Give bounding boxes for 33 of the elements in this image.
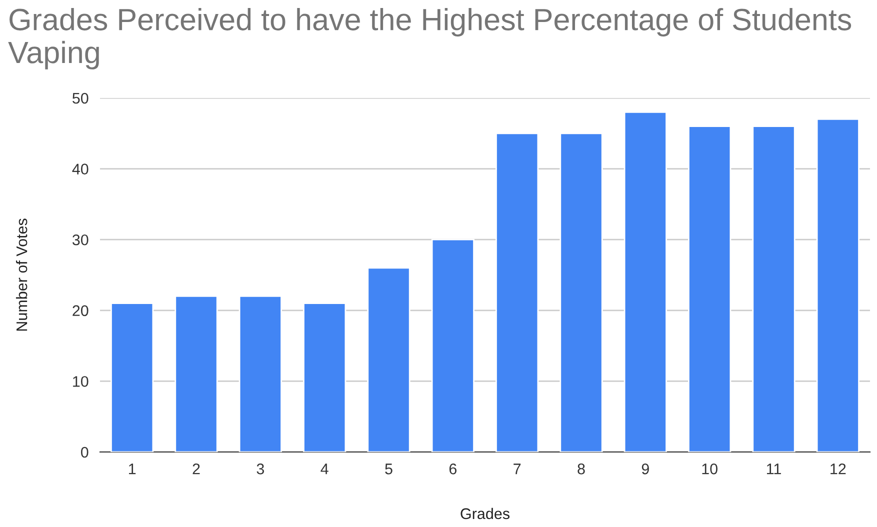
bar — [496, 132, 539, 452]
y-tick-label: 0 — [80, 446, 88, 458]
bar — [624, 111, 667, 452]
bar — [688, 126, 732, 452]
x-tick-label: 6 — [449, 464, 456, 474]
bar — [367, 267, 410, 452]
bar — [174, 296, 218, 452]
bar — [431, 238, 474, 452]
bar — [303, 302, 346, 452]
x-tick-label: 10 — [702, 464, 718, 474]
y-tick-label: 50 — [72, 92, 88, 104]
x-tick-label: 5 — [385, 464, 392, 474]
bar — [238, 296, 282, 452]
x-tick-label: 7 — [514, 464, 521, 474]
x-tick-label: 4 — [320, 464, 328, 474]
bar — [752, 126, 796, 452]
x-tick-label: 12 — [830, 464, 846, 474]
bar — [110, 302, 154, 452]
bar — [816, 118, 860, 452]
bar — [560, 132, 603, 452]
x-axis-title: Grades — [460, 508, 510, 520]
x-tick-label: 9 — [642, 464, 649, 474]
x-tick-label: 1 — [129, 464, 136, 474]
y-tick-label: 40 — [72, 164, 88, 174]
y-tick-label: 30 — [72, 234, 88, 246]
x-tick-label: 2 — [192, 464, 200, 474]
y-axis-title: Number of Votes — [16, 218, 28, 331]
y-tick-label: 10 — [73, 376, 88, 387]
x-tick-label: 11 — [766, 464, 781, 474]
x-tick-label: 8 — [578, 464, 585, 474]
chart-title: Grades Perceived to have the Highest Percentage of Students Vaping — [8, 8, 852, 70]
x-tick-label: 3 — [256, 464, 264, 474]
y-tick-label: 20 — [72, 305, 88, 316]
